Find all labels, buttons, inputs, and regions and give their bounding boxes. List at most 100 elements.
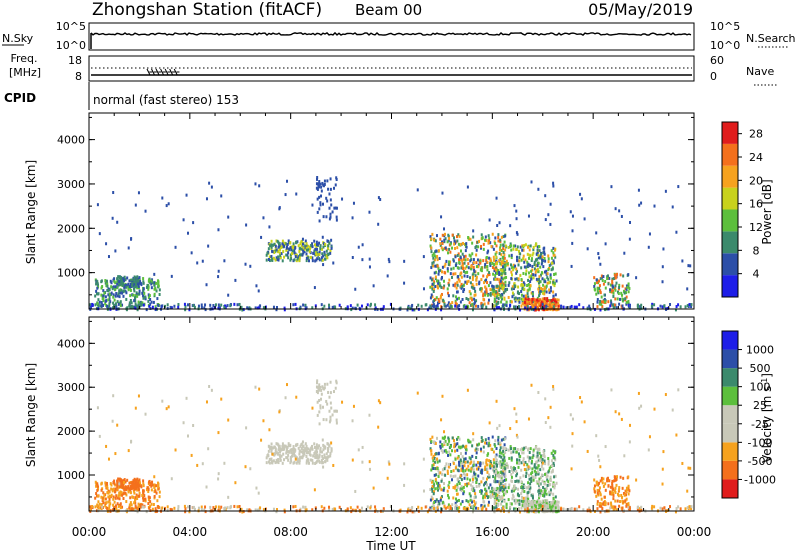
power-data-cell <box>619 297 622 301</box>
power-data-cell <box>666 306 669 310</box>
velocity-data-cell <box>286 383 289 387</box>
power-data-cell <box>602 300 605 304</box>
velocity-data-cell <box>524 445 527 449</box>
velocity-data-cell <box>321 385 324 389</box>
power-data-cell <box>132 305 135 309</box>
velocity-data-cell <box>495 470 498 474</box>
velocity-data-cell <box>466 477 469 481</box>
velocity-data-cell <box>550 470 553 474</box>
velocity-data-cell <box>436 467 439 471</box>
power-data-cell <box>491 265 494 269</box>
velocity-data-cell <box>144 412 147 416</box>
power-data-cell <box>304 244 307 248</box>
velocity-data-cell <box>438 484 441 488</box>
power-data-cell <box>129 294 132 298</box>
velocity-data-cell <box>549 425 552 429</box>
velocity-data-cell <box>529 466 532 470</box>
velocity-data-cell <box>595 494 598 498</box>
velocity-data-cell <box>117 485 120 489</box>
power-data-cell <box>604 300 607 304</box>
power-data-cell <box>471 308 474 312</box>
velocity-data-cell <box>502 493 505 497</box>
velocity-data-cell <box>292 448 295 452</box>
power-colorbar-tick-label: 4 <box>753 268 760 281</box>
power-data-cell <box>621 284 624 288</box>
power-data-cell <box>316 251 319 255</box>
power-data-cell <box>289 253 292 257</box>
velocity-data-cell <box>146 486 149 490</box>
power-data-cell <box>149 302 152 306</box>
power-data-cell <box>452 266 455 270</box>
velocity-data-cell <box>356 505 359 509</box>
velocity-data-cell <box>431 497 434 501</box>
power-data-cell <box>130 301 133 305</box>
power-data-cell <box>552 246 555 250</box>
velocity-data-cell <box>474 495 477 499</box>
power-data-cell <box>376 308 379 312</box>
power-data-cell <box>580 197 583 201</box>
velocity-data-cell <box>137 502 140 506</box>
power-data-cell <box>157 283 160 287</box>
velocity-data-cell <box>536 454 539 458</box>
power-data-cell <box>452 272 455 276</box>
velocity-data-cell <box>526 500 529 504</box>
power-data-cell <box>610 299 613 303</box>
power-data-cell <box>190 251 193 255</box>
velocity-data-cell <box>118 491 121 495</box>
power-data-cell <box>502 285 505 289</box>
velocity-data-cell <box>203 508 206 512</box>
velocity-data-cell <box>499 449 502 453</box>
velocity-data-cell <box>536 451 539 455</box>
power-data-cell <box>379 198 382 202</box>
velocity-data-cell <box>101 505 104 509</box>
velocity-data-cell <box>517 487 520 491</box>
velocity-data-cell <box>469 457 472 461</box>
velocity-data-cell <box>536 498 539 502</box>
power-data-cell <box>537 308 540 312</box>
velocity-colorbar-frame <box>721 330 739 499</box>
velocity-data-cell <box>369 504 372 508</box>
power-data-cell <box>459 256 462 260</box>
velocity-data-cell <box>275 442 278 446</box>
velocity-data-cell <box>549 507 552 511</box>
velocity-data-cell <box>321 438 324 442</box>
power-data-cell <box>498 252 501 256</box>
power-data-cell <box>545 269 548 273</box>
velocity-data-cell <box>440 449 443 453</box>
velocity-data-cell <box>451 449 454 453</box>
power-data-cell <box>444 271 447 275</box>
velocity-data-cell <box>368 460 371 464</box>
power-data-cell <box>618 302 621 306</box>
power-data-cell <box>438 299 441 303</box>
power-data-cell <box>274 258 277 262</box>
velocity-data-cell <box>484 481 487 485</box>
power-data-cell <box>462 269 465 273</box>
velocity-data-cell <box>458 463 461 467</box>
velocity-data-cell <box>500 451 503 455</box>
velocity-data-cell <box>543 491 546 495</box>
power-data-cell <box>543 292 546 296</box>
power-data-cell <box>530 274 533 278</box>
velocity-data-cell <box>526 494 529 498</box>
velocity-data-cell <box>663 506 666 510</box>
power-data-cell <box>207 244 210 248</box>
power-data-cell <box>582 306 585 310</box>
power-data-cell <box>625 291 628 295</box>
velocity-data-cell <box>467 468 470 472</box>
power-data-cell <box>410 305 413 309</box>
power-data-cell <box>526 260 529 264</box>
velocity-data-cell <box>609 492 612 496</box>
velocity-data-cell <box>457 480 460 484</box>
velocity-colorbar-tick-label: 100 <box>750 381 771 394</box>
velocity-data-cell <box>294 448 297 452</box>
power-data-marks <box>89 176 693 312</box>
velocity-data-cell <box>128 506 131 510</box>
velocity-data-cell <box>475 451 478 455</box>
velocity-data-cell <box>687 507 690 511</box>
velocity-data-cell <box>522 486 525 490</box>
velocity-data-cell <box>298 461 301 465</box>
velocity-data-cell <box>550 505 553 509</box>
velocity-data-cell <box>533 463 536 467</box>
power-data-cell <box>266 251 269 255</box>
